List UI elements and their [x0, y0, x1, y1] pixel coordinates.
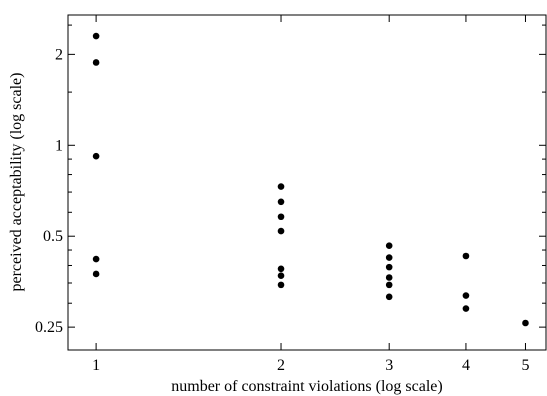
x-tick-label: 1 [92, 357, 100, 374]
y-tick-label: 2 [55, 46, 63, 63]
data-point [277, 272, 285, 280]
data-point [385, 242, 393, 250]
data-point [277, 265, 285, 273]
data-points [92, 32, 529, 327]
data-point [92, 59, 100, 66]
data-point [277, 198, 285, 206]
y-axis-label: perceived acceptability (log scale) [8, 73, 25, 292]
y-tick-label: 1 [55, 137, 63, 154]
data-point [462, 305, 470, 312]
data-point [385, 254, 393, 261]
data-point [385, 281, 393, 289]
y-axis: 0.25 0.5 1 2 [35, 24, 546, 336]
x-axis: 1 2 3 4 5 [92, 15, 529, 374]
data-point [277, 227, 285, 235]
data-point [277, 213, 285, 221]
data-point [462, 252, 470, 260]
data-point [385, 293, 393, 301]
data-point [277, 281, 285, 289]
plot-frame [67, 14, 547, 351]
data-point [385, 274, 393, 281]
y-tick-label: 0.25 [35, 319, 63, 336]
data-point [277, 183, 285, 190]
data-point [92, 270, 100, 278]
y-tick-label: 0.5 [43, 228, 63, 245]
data-point [385, 263, 393, 271]
data-point [92, 32, 100, 40]
data-point [92, 255, 100, 263]
x-tick-label: 3 [385, 357, 393, 374]
data-point [92, 152, 100, 160]
x-tick-label: 5 [521, 357, 529, 374]
data-point [522, 319, 529, 327]
x-tick-label: 2 [277, 357, 285, 374]
x-tick-label: 4 [462, 357, 470, 374]
data-point [462, 292, 470, 299]
x-axis-label: number of constraint violations (log sca… [171, 378, 442, 395]
